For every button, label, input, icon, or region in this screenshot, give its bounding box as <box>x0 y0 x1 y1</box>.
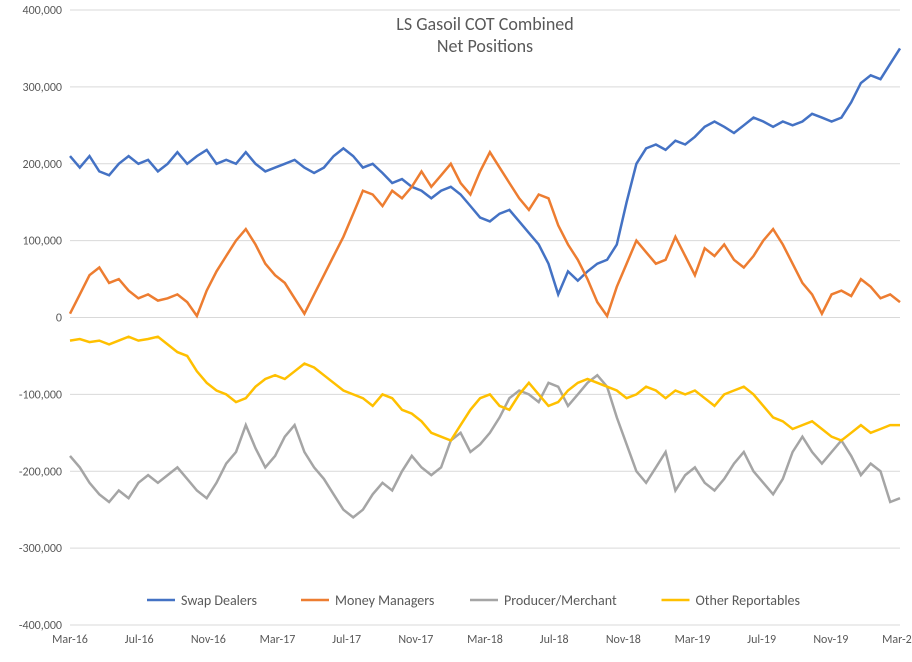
y-tick-label: -200,000 <box>19 465 62 479</box>
legend-label: Money Managers <box>335 592 434 609</box>
x-tick-label: Mar-16 <box>52 633 88 647</box>
x-tick-label: Mar-20 <box>882 633 912 647</box>
legend-label: Swap Dealers <box>181 592 257 609</box>
y-tick-label: -100,000 <box>19 388 62 402</box>
y-tick-label: 300,000 <box>23 81 63 95</box>
x-tick-label: Nov-17 <box>398 633 433 647</box>
y-tick-label: 100,000 <box>23 235 63 249</box>
legend-label: Other Reportables <box>696 592 801 609</box>
series-other-reportables <box>70 337 900 441</box>
chart-container: -400,000 -300,000 -200,000 -100,000 0 100,000… <box>0 0 912 662</box>
chart-title-line2: Net Positions <box>437 35 533 57</box>
x-tick-label: Jul-19 <box>747 633 776 647</box>
x-tick-label: Nov-18 <box>606 633 641 647</box>
x-tick-label: Mar-17 <box>260 633 296 647</box>
x-tick-label: Jul-17 <box>332 633 361 647</box>
series-swap-dealers <box>70 48 900 294</box>
y-tick-label: 0 <box>56 312 62 326</box>
legend-label: Producer/Merchant <box>504 592 617 609</box>
y-tick-label: 200,000 <box>23 158 63 172</box>
series-money-managers <box>70 152 900 316</box>
x-tick-label: Jul-18 <box>540 633 569 647</box>
x-tick-label: Nov-19 <box>813 633 848 647</box>
y-tick-label: 400,000 <box>23 4 63 18</box>
y-tick-label: -400,000 <box>19 619 62 633</box>
chart-title-line1: LS Gasoil COT Combined <box>396 13 573 35</box>
y-tick-label: -300,000 <box>19 542 62 556</box>
x-tick-label: Jul-16 <box>125 633 154 647</box>
line-chart: -400,000 -300,000 -200,000 -100,000 0 100,000… <box>0 0 912 662</box>
x-tick-label: Nov-16 <box>191 633 226 647</box>
x-tick-label: Mar-19 <box>675 633 711 647</box>
x-tick-label: Mar-18 <box>467 633 503 647</box>
